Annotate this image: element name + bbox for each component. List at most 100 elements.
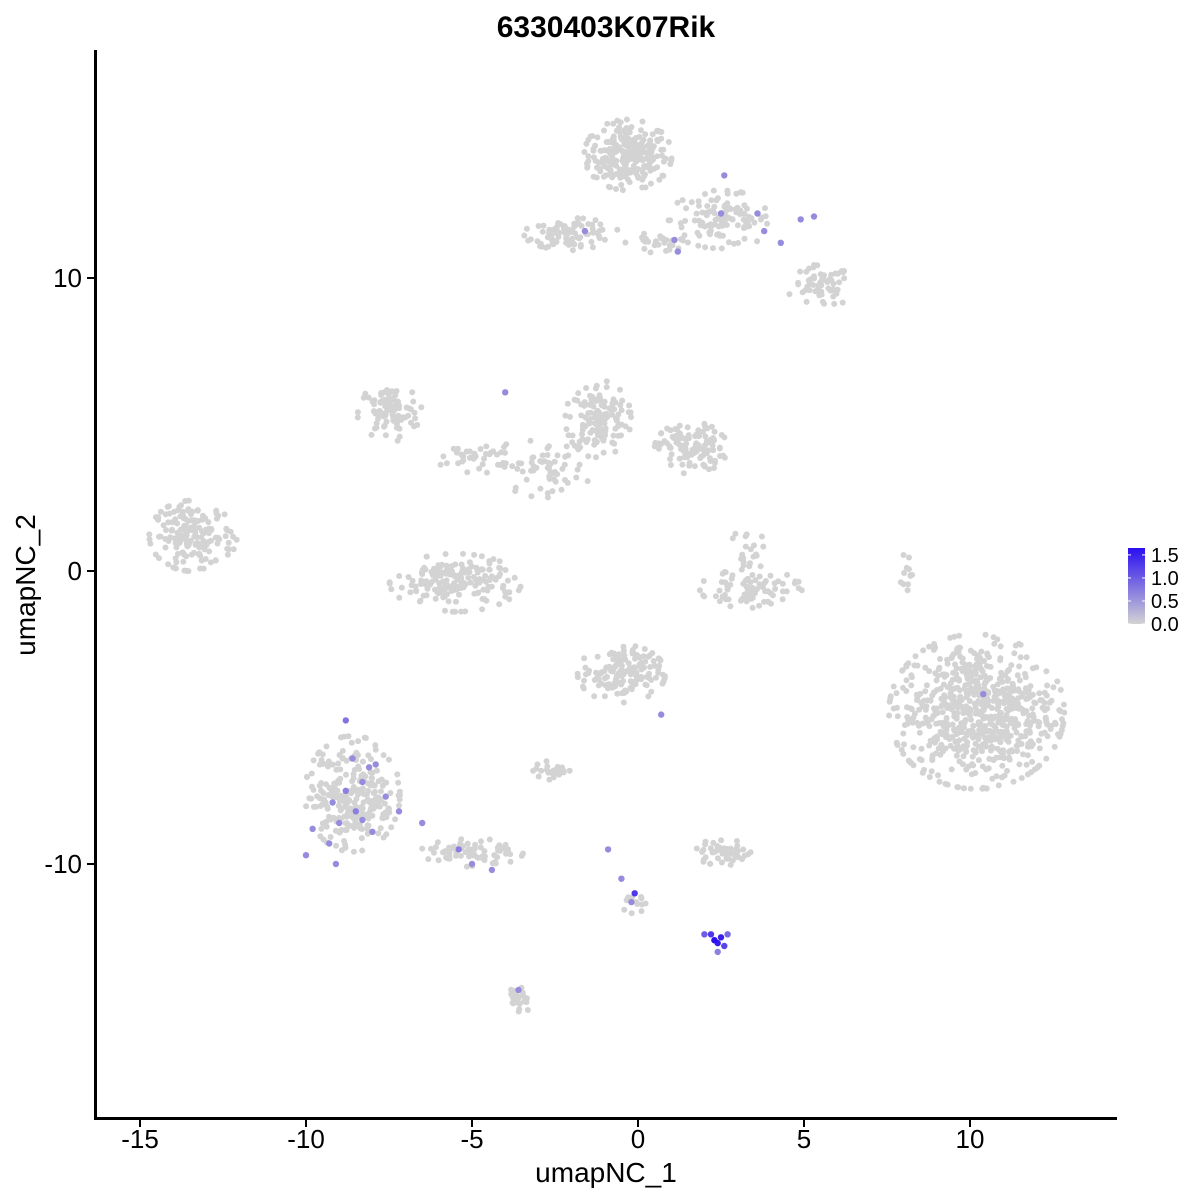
cell-point	[394, 771, 401, 778]
cell-point	[581, 677, 587, 684]
cell-point	[695, 198, 702, 205]
cell-point	[443, 854, 450, 861]
cell-point	[621, 148, 628, 155]
cell-point	[201, 546, 208, 553]
x-tick-label: 5	[797, 1124, 811, 1154]
cell-point	[929, 738, 936, 745]
cell-point	[581, 655, 588, 662]
cell-point	[380, 752, 387, 759]
cell-point	[613, 186, 619, 192]
cell-point	[594, 407, 601, 414]
cell-point	[448, 845, 455, 852]
cell-point	[182, 526, 188, 533]
cell-point	[1033, 664, 1040, 671]
cell-point	[1060, 720, 1067, 727]
cell-point	[634, 901, 641, 907]
cell-point	[373, 420, 380, 427]
cell-point	[478, 838, 484, 845]
cell-point	[163, 527, 169, 534]
cell-point	[414, 421, 421, 428]
cell-point	[591, 420, 598, 427]
cell-point	[795, 578, 802, 585]
cell-point	[552, 226, 559, 233]
cell-point	[372, 746, 379, 753]
cell-point	[584, 163, 591, 170]
cell-point	[739, 189, 746, 196]
cell-point	[359, 826, 366, 832]
cell-point	[496, 573, 503, 580]
cell-point	[330, 794, 337, 801]
cell-point	[308, 795, 315, 802]
cell-point	[630, 162, 637, 169]
cell-point	[1010, 778, 1017, 785]
cell-point	[695, 242, 702, 249]
cell-point	[693, 440, 700, 447]
cell-point	[524, 1007, 531, 1013]
cell-point	[538, 767, 545, 774]
cell-point	[1023, 654, 1030, 661]
expressed-cell-point	[581, 227, 589, 235]
cell-point	[993, 773, 1000, 780]
cell-point	[941, 700, 948, 707]
cell-point	[457, 840, 464, 847]
cell-point	[349, 778, 356, 785]
cell-point	[961, 724, 967, 731]
cell-point	[903, 677, 910, 684]
expressed-cell-point	[352, 808, 359, 815]
cell-point	[972, 770, 979, 776]
cell-point	[483, 443, 490, 450]
cell-point	[953, 671, 960, 677]
cell-point	[200, 565, 207, 572]
cell-point	[610, 133, 617, 140]
cell-point	[441, 578, 448, 585]
cell-point	[590, 154, 597, 161]
cell-point	[604, 685, 611, 692]
cell-point	[667, 462, 674, 468]
cell-point	[609, 684, 616, 691]
cell-point	[731, 240, 737, 247]
cell-point	[185, 568, 192, 575]
cell-point	[967, 647, 974, 654]
cell-point	[534, 761, 541, 768]
cell-point	[714, 855, 721, 862]
cell-point	[343, 771, 349, 778]
cell-point	[890, 683, 897, 690]
cell-point	[1029, 705, 1036, 712]
cell-point	[708, 223, 715, 230]
cell-point	[997, 754, 1004, 761]
cell-point	[696, 587, 703, 594]
cell-point	[175, 550, 181, 557]
cell-point	[146, 531, 153, 538]
cell-point	[464, 469, 471, 476]
cell-point	[469, 454, 476, 460]
cell-point	[1016, 677, 1023, 684]
cell-point	[626, 179, 633, 186]
cell-point	[478, 553, 485, 560]
cell-point	[616, 651, 623, 658]
cell-point	[607, 184, 614, 191]
cell-point	[165, 503, 172, 510]
cell-point	[1023, 728, 1030, 735]
cell-point	[719, 850, 726, 857]
cell-point	[1023, 721, 1030, 728]
cell-point	[900, 552, 907, 558]
cell-point	[225, 539, 232, 546]
cell-point	[380, 834, 387, 841]
cell-point	[760, 543, 767, 550]
cell-point	[942, 780, 949, 787]
cell-point	[335, 802, 342, 809]
cell-point	[831, 300, 838, 307]
cell-point	[326, 813, 332, 820]
cell-point	[325, 792, 332, 798]
cell-point	[601, 693, 608, 700]
cell-point	[645, 693, 652, 700]
x-tick-label: 10	[956, 1124, 985, 1154]
cell-point	[566, 767, 573, 774]
cell-point	[396, 792, 403, 799]
cell-point	[477, 446, 484, 452]
cell-point	[972, 749, 979, 756]
cell-point	[1014, 672, 1021, 679]
cell-point	[550, 774, 557, 781]
cell-point	[365, 810, 372, 817]
cell-point	[344, 799, 351, 806]
